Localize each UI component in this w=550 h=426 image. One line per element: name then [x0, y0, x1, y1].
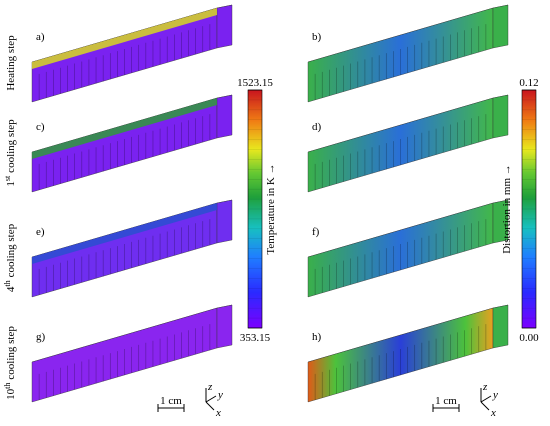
- ordinal: 4: [5, 286, 17, 292]
- axis-x: [480, 401, 490, 411]
- row-label: 1st cooling step: [3, 119, 18, 187]
- row-label: 4th cooling step: [3, 223, 18, 292]
- top-layer: [32, 203, 217, 264]
- row-label: Heating step: [5, 35, 17, 91]
- ordinal-suffix: th: [3, 280, 12, 286]
- top-layer: [32, 98, 217, 159]
- row-text: Heating step: [5, 35, 17, 91]
- specimen: [307, 94, 509, 193]
- axis-label: x: [215, 407, 221, 419]
- specimen: [307, 304, 509, 403]
- panel-label: f): [312, 226, 320, 238]
- panel-label: c): [36, 121, 45, 133]
- axis-label: z: [207, 381, 213, 393]
- colorbar-title: Distortion in mm →: [501, 164, 513, 254]
- axis-label: z: [482, 381, 488, 393]
- colorbar-tick-label: 0.12: [519, 77, 538, 89]
- ordinal-suffix: st: [3, 175, 12, 181]
- specimen: [307, 199, 509, 298]
- row-text: cooling step: [5, 223, 17, 277]
- specimen: [307, 4, 509, 103]
- axis-y: [480, 395, 492, 403]
- specimen: [31, 94, 233, 193]
- axis-label: y: [492, 389, 498, 401]
- top-layer: [32, 8, 217, 69]
- specimen: [31, 199, 233, 298]
- specimen: [31, 304, 233, 403]
- row-text: cooling step: [5, 119, 17, 173]
- colorbar-tick-label: 353.15: [240, 332, 271, 344]
- panel-label: g): [36, 331, 46, 343]
- panel-label: h): [312, 331, 322, 343]
- colorbar-title: Temperature in K →: [265, 163, 277, 254]
- panel-label: b): [312, 31, 322, 43]
- panel-label: a): [36, 31, 45, 43]
- specimen-end: [216, 199, 233, 244]
- axis-y: [205, 395, 217, 403]
- specimen-end: [216, 94, 233, 139]
- scale-bar-label: 1 cm: [435, 395, 457, 407]
- axis-label: x: [490, 407, 496, 419]
- specimen-end: [492, 4, 509, 49]
- specimen-end: [492, 304, 509, 349]
- specimen-end: [216, 304, 233, 349]
- axis-label: y: [217, 389, 223, 401]
- row-label: 10th cooling step: [3, 326, 18, 400]
- colorbar-tick-label: 0.00: [519, 332, 539, 344]
- colorbar-tick-label: 1523.15: [237, 77, 273, 89]
- renderings: [31, 4, 509, 403]
- panel-label: e): [36, 226, 45, 238]
- ordinal: 1: [5, 181, 17, 187]
- specimen-end: [492, 199, 509, 244]
- labels: a) b) c) d) e) f) g) h) Heating step 1st cooling s…: [3, 31, 540, 419]
- axis-x: [205, 401, 215, 411]
- specimen: [31, 4, 233, 103]
- row-text: cooling step: [5, 326, 17, 380]
- ordinal-suffix: th: [3, 383, 12, 389]
- panel-label: d): [312, 121, 322, 133]
- specimen-end: [492, 94, 509, 139]
- scale-bar-label: 1 cm: [160, 395, 182, 407]
- ordinal: 10: [5, 388, 17, 400]
- specimen-end: [216, 4, 233, 49]
